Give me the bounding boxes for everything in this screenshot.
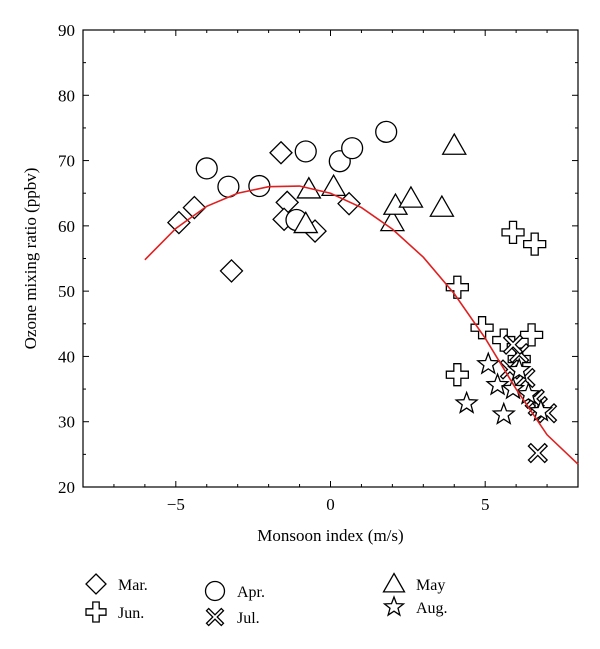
legend-marker-apr — [204, 580, 226, 602]
data-point-aug — [516, 381, 541, 405]
data-point-aug — [500, 376, 526, 400]
y-tick-label: 20 — [58, 478, 75, 497]
data-point-mar — [182, 195, 207, 220]
legend-marker-mar — [85, 573, 107, 595]
y-axis-title: Ozone mixing ratio (ppbv) — [21, 168, 40, 350]
data-point-mar — [166, 210, 191, 235]
data-point-mar — [269, 140, 293, 165]
fit-curve — [144, 185, 579, 465]
legend-label-jul: Jul. — [237, 610, 260, 627]
legend-label-may: May — [416, 577, 445, 594]
x-tick-label: −5 — [167, 495, 185, 514]
data-point-may — [441, 132, 467, 155]
data-point-jul — [502, 334, 524, 355]
x-axis-title: Monsoon index (m/s) — [257, 526, 403, 545]
y-tick-label: 40 — [58, 347, 75, 366]
data-point-may — [429, 194, 455, 217]
y-tick-label: 90 — [58, 21, 75, 40]
data-point-jun — [523, 232, 547, 256]
data-point-jun — [501, 220, 525, 245]
data-point-aug — [528, 398, 554, 422]
data-point-jun — [445, 363, 469, 387]
data-point-apr — [375, 120, 398, 143]
data-point-mar — [337, 191, 361, 216]
data-point-apr — [248, 174, 271, 198]
legend-label-apr: Apr. — [237, 584, 265, 601]
y-tick-label: 30 — [58, 413, 75, 432]
data-point-aug — [454, 390, 479, 414]
legend-label-mar: Mar. — [118, 577, 148, 594]
data-point-may — [398, 185, 424, 208]
data-point-jun — [519, 323, 544, 347]
data-point-jul — [527, 442, 549, 464]
data-point-apr — [341, 137, 364, 160]
x-tick-label: 5 — [481, 495, 490, 514]
legend-label-jun: Jun. — [118, 605, 144, 622]
legend-marker-may — [382, 572, 406, 593]
data-point-aug — [506, 357, 532, 381]
legend-marker-aug — [382, 595, 406, 617]
y-tick-label: 70 — [58, 152, 75, 171]
legend-marker-jul — [205, 607, 225, 627]
data-point-mar — [219, 258, 244, 283]
data-point-aug — [476, 351, 501, 375]
data-point-apr — [294, 140, 317, 163]
data-point-jun — [470, 316, 494, 340]
data-point-may — [293, 211, 319, 234]
data-point-apr — [195, 157, 218, 180]
y-tick-label: 80 — [58, 86, 75, 105]
data-point-aug — [491, 401, 516, 425]
data-point-aug — [485, 372, 510, 396]
y-tick-label: 60 — [58, 217, 75, 236]
x-tick-label: 0 — [326, 495, 335, 514]
legend-marker-jun — [85, 601, 107, 623]
legend-label-aug: Aug. — [416, 600, 448, 617]
y-tick-label: 50 — [58, 282, 75, 301]
